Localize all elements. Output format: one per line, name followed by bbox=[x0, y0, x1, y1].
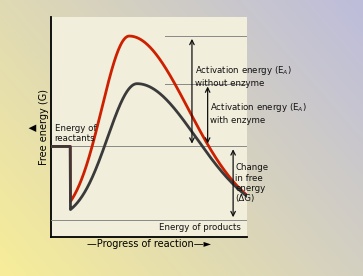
X-axis label: —Progress of reaction—►: —Progress of reaction—► bbox=[87, 239, 211, 249]
Text: Energy of products: Energy of products bbox=[159, 223, 241, 232]
Text: Activation energy (E$_A$)
with enzyme: Activation energy (E$_A$) with enzyme bbox=[209, 101, 306, 124]
Y-axis label: ▲
Free energy (G): ▲ Free energy (G) bbox=[28, 89, 49, 165]
Text: Change
in free
energy
(ΔG): Change in free energy (ΔG) bbox=[235, 163, 268, 203]
Text: Activation energy (E$_A$)
without enzyme: Activation energy (E$_A$) without enzyme bbox=[195, 64, 292, 88]
Text: Energy of
reactants: Energy of reactants bbox=[55, 124, 96, 143]
